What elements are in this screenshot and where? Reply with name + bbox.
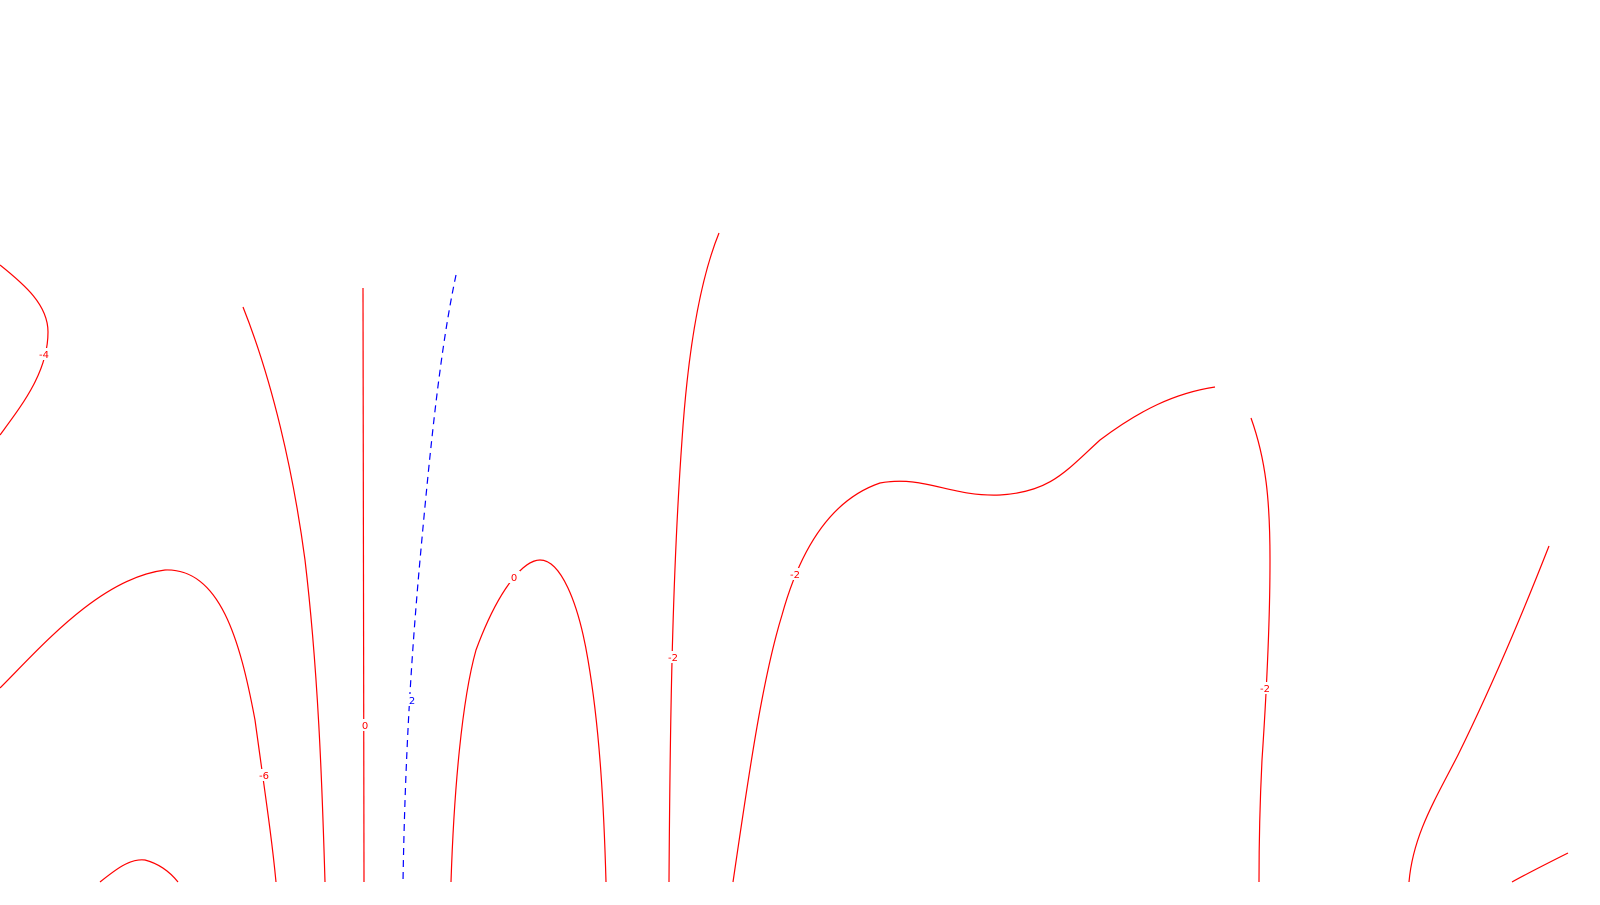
contour-label-1: -4 [39, 350, 49, 361]
contour-label-5: 0 [362, 721, 368, 732]
contour-label-8: -2 [668, 653, 678, 664]
contour-line-10 [1250, 417, 1271, 883]
contour-line-12 [1511, 852, 1569, 883]
contour-label-9: -2 [790, 570, 800, 581]
contour-line-8 [668, 232, 720, 883]
contour-label-10: -2 [1260, 684, 1270, 695]
contour-line-6 [402, 274, 457, 883]
contour-line-11 [1408, 545, 1550, 883]
contour-label-2: -6 [259, 771, 269, 782]
contour-label-6: 2 [409, 696, 415, 707]
contour-line-9 [732, 386, 1216, 883]
contour-label-bg-1 [38, 348, 50, 360]
contour-label-bg-10 [1259, 682, 1271, 694]
contour-label-bg-5 [359, 719, 371, 731]
contour-label-bg-2 [258, 769, 270, 781]
contour-line-4 [242, 306, 326, 883]
contour-label-7: 0 [511, 573, 517, 584]
contour-line-5 [362, 287, 365, 883]
contour-label-bg-6 [406, 694, 418, 706]
contour-label-bg-7 [508, 571, 520, 583]
contour-label-bg-8 [667, 651, 679, 663]
contour-line-7 [450, 559, 607, 883]
contour-line-2 [0, 569, 277, 883]
contour-line-3 [99, 859, 179, 883]
contour-line-1 [0, 264, 49, 436]
contour-label-bg-9 [789, 568, 801, 580]
